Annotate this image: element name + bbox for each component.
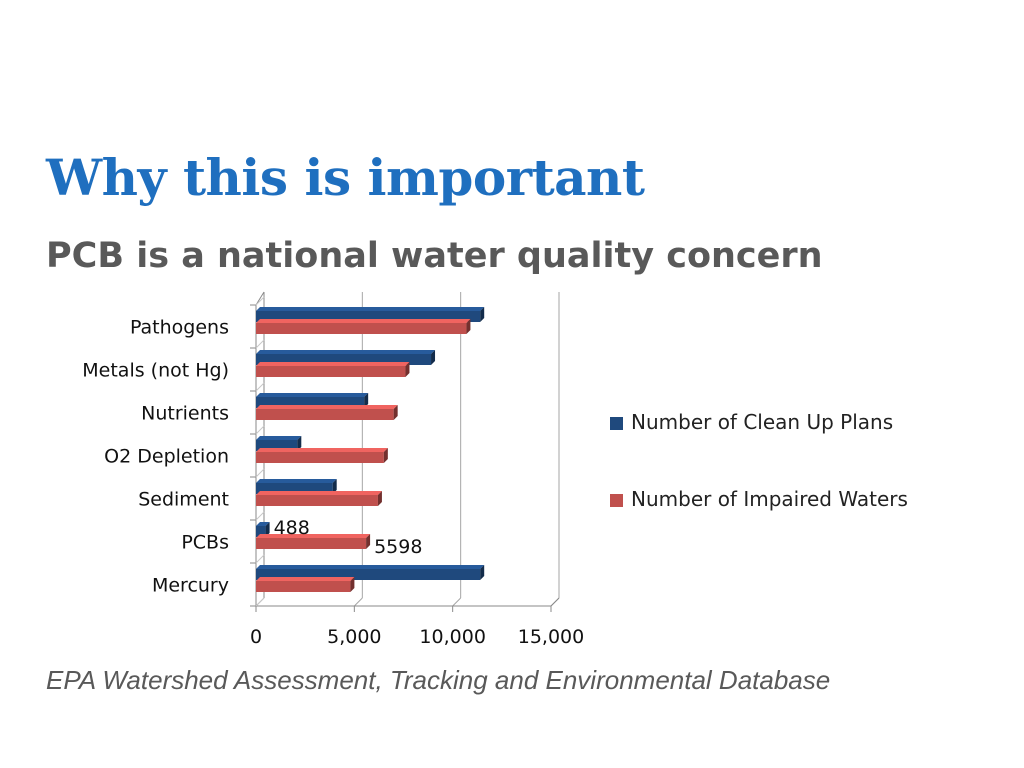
bar-end-face [383,448,388,463]
y-wall-line-2 [255,382,265,392]
legend-label-clean-up-plans: Number of Clean Up Plans [631,410,894,434]
bar-top-face [256,522,270,526]
bar-front-face [256,581,351,592]
bar-top-face [256,534,371,538]
bar-front-face [256,311,481,322]
bar-front-face [256,323,467,334]
bar-top-face [256,479,337,483]
bar-end-face [377,491,382,506]
y-wall-line-6 [255,554,265,564]
bar-front-face [256,495,378,506]
bar-metals-not-hg-number-of-clean-up-plans [256,350,436,365]
bar-end-face [480,307,485,322]
bar-top-face [256,577,355,581]
bar-front-face [256,397,365,408]
legend-item-impaired-waters: Number of Impaired Waters [610,487,908,511]
bar-front-face [256,366,406,377]
category-label-pcbs: PCBs [181,532,229,554]
category-label-nutrients: Nutrients [141,403,229,425]
bar-top-face [256,491,382,495]
bar-top-face [256,307,485,311]
bar-front-face [256,526,266,537]
bar-o2-depletion-number-of-clean-up-plans [256,436,302,451]
bar-end-face [366,534,371,549]
bar-pathogens-number-of-impaired-waters [256,319,471,334]
bar-nutrients-number-of-impaired-waters [256,405,398,420]
bar-end-face [431,350,436,365]
bar-pcbs-number-of-clean-up-plans [256,522,270,537]
bar-front-face [256,483,333,494]
y-wall-line-1 [255,339,265,349]
slide-subtitle: PCB is a national water quality concern [46,236,823,276]
bar-front-face [256,569,481,580]
bar-mercury-number-of-impaired-waters [256,577,355,592]
bar-end-face [405,362,410,377]
bar-end-face [297,436,302,451]
category-label-metals-not-hg: Metals (not Hg) [82,360,229,382]
bar-end-face [332,479,337,494]
bar-front-face [256,538,367,549]
bar-front-face [256,440,298,451]
bar-top-face [256,319,471,323]
bar-pathogens-number-of-clean-up-plans [256,307,485,322]
bar-top-face [256,405,398,409]
y-wall-line-4 [255,468,265,478]
floor-gridline-1 [353,597,363,607]
legend-swatch-impaired-waters [610,494,623,507]
bar-top-face [256,436,302,440]
bar-pcbs-number-of-impaired-waters [256,534,371,549]
category-label-pathogens: Pathogens [130,317,229,339]
y-wall-line-0 [255,296,265,306]
bar-sediment-number-of-impaired-waters [256,491,382,506]
legend-label-impaired-waters: Number of Impaired Waters [631,487,908,511]
bar-o2-depletion-number-of-impaired-waters [256,448,388,463]
x-tick-label-10-000: 10,000 [419,626,485,648]
bar-end-face [466,319,471,334]
bar-top-face [256,393,369,397]
floor-gridline-2 [452,597,462,607]
y-wall-line-3 [255,425,265,435]
bar-top-face [256,362,410,366]
bar-front-face [256,354,432,365]
x-tick-label-0: 0 [250,626,262,648]
category-label-o2-depletion: O2 Depletion [104,446,229,468]
slide-title: Why this is important [46,148,645,207]
bar-front-face [256,452,384,463]
bar-front-face [256,409,394,420]
bar-end-face [265,522,270,537]
source-caption: EPA Watershed Assessment, Tracking and E… [46,665,831,695]
bar-nutrients-number-of-clean-up-plans [256,393,369,408]
legend-item-clean-up-plans: Number of Clean Up Plans [610,410,893,434]
bar-metals-not-hg-number-of-impaired-waters [256,362,410,377]
data-label-pcbs-1: 5598 [374,536,422,558]
bar-sediment-number-of-clean-up-plans [256,479,337,494]
x-axis-depth-right [550,597,560,607]
y-axis-depth-top [255,291,265,306]
x-tick-label-15-000: 15,000 [518,626,584,648]
bar-top-face [256,565,485,569]
bar-top-face [256,448,388,452]
bar-mercury-number-of-clean-up-plans [256,565,485,580]
bar-end-face [393,405,398,420]
category-label-mercury: Mercury [152,575,229,597]
data-label-pcbs-0: 488 [274,517,310,539]
legend-swatch-clean-up-plans [610,417,623,430]
y-wall-line-7 [255,597,265,607]
category-label-sediment: Sediment [138,489,229,511]
bar-end-face [480,565,485,580]
x-tick-label-5-000: 5,000 [327,626,381,648]
bar-end-face [350,577,355,592]
y-wall-line-5 [255,511,265,521]
bar-end-face [364,393,369,408]
bar-top-face [256,350,436,354]
